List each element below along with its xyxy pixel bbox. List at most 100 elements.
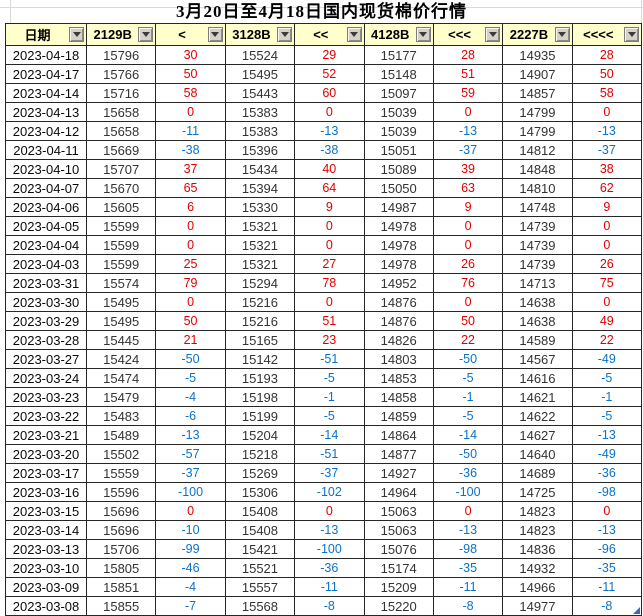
- price-cell[interactable]: 15330: [224, 197, 296, 217]
- price-cell[interactable]: 15670: [85, 178, 157, 198]
- change-cell[interactable]: 0: [432, 102, 504, 122]
- change-cell[interactable]: 60: [294, 83, 365, 103]
- price-cell[interactable]: 15495: [224, 64, 296, 84]
- price-cell[interactable]: 15076: [363, 539, 434, 559]
- change-cell[interactable]: -13: [571, 425, 643, 445]
- change-cell[interactable]: -5: [571, 368, 643, 388]
- change-cell[interactable]: -50: [432, 349, 504, 369]
- price-cell[interactable]: 15269: [224, 463, 296, 483]
- change-cell[interactable]: 9: [432, 197, 504, 217]
- change-cell[interactable]: -100: [294, 539, 365, 559]
- change-cell[interactable]: 0: [155, 216, 226, 236]
- change-cell[interactable]: 30: [155, 45, 226, 65]
- change-cell[interactable]: -50: [432, 444, 504, 464]
- price-cell[interactable]: 14876: [363, 311, 434, 331]
- change-cell[interactable]: 51: [432, 64, 504, 84]
- filter-dropdown-button-change-4[interactable]: [624, 26, 639, 42]
- price-cell[interactable]: 15599: [85, 216, 157, 236]
- price-cell[interactable]: 14907: [502, 64, 573, 84]
- change-cell[interactable]: -100: [155, 482, 226, 502]
- change-cell[interactable]: 0: [294, 102, 365, 122]
- change-cell[interactable]: 0: [432, 501, 504, 521]
- price-cell[interactable]: 14978: [363, 216, 434, 236]
- change-cell[interactable]: -57: [155, 444, 226, 464]
- change-cell[interactable]: -4: [155, 577, 226, 597]
- column-header-change-3[interactable]: <<<: [432, 23, 504, 46]
- price-cell[interactable]: 15177: [363, 45, 434, 65]
- price-cell[interactable]: 15696: [85, 520, 157, 540]
- price-cell[interactable]: 15165: [224, 330, 296, 350]
- change-cell[interactable]: 27: [294, 254, 365, 274]
- date-cell[interactable]: 2023-03-10: [5, 558, 87, 578]
- change-cell[interactable]: -13: [571, 121, 643, 141]
- change-cell[interactable]: -38: [294, 140, 365, 160]
- price-cell[interactable]: 14848: [502, 159, 573, 179]
- price-cell[interactable]: 14567: [502, 349, 573, 369]
- price-cell[interactable]: 14978: [363, 254, 434, 274]
- change-cell[interactable]: 0: [432, 216, 504, 236]
- date-cell[interactable]: 2023-03-30: [5, 292, 87, 312]
- change-cell[interactable]: 0: [571, 292, 643, 312]
- price-cell[interactable]: 15658: [85, 121, 157, 141]
- price-cell[interactable]: 15039: [363, 121, 434, 141]
- date-cell[interactable]: 2023-03-16: [5, 482, 87, 502]
- change-cell[interactable]: 0: [432, 235, 504, 255]
- change-cell[interactable]: -1: [571, 387, 643, 407]
- price-cell[interactable]: 15851: [85, 577, 157, 597]
- price-cell[interactable]: 14858: [363, 387, 434, 407]
- change-cell[interactable]: -38: [155, 140, 226, 160]
- change-cell[interactable]: 0: [155, 102, 226, 122]
- column-header-change-2[interactable]: <<: [294, 23, 365, 46]
- change-cell[interactable]: -35: [432, 558, 504, 578]
- change-cell[interactable]: -8: [571, 596, 643, 616]
- date-cell[interactable]: 2023-03-15: [5, 501, 87, 521]
- change-cell[interactable]: 50: [432, 311, 504, 331]
- date-cell[interactable]: 2023-04-05: [5, 216, 87, 236]
- change-cell[interactable]: -50: [155, 349, 226, 369]
- price-cell[interactable]: 14799: [502, 102, 573, 122]
- change-cell[interactable]: -49: [571, 444, 643, 464]
- price-cell[interactable]: 14638: [502, 292, 573, 312]
- change-cell[interactable]: -13: [432, 520, 504, 540]
- filter-dropdown-button-change-3[interactable]: [485, 26, 501, 42]
- change-cell[interactable]: -8: [432, 596, 504, 616]
- date-cell[interactable]: 2023-03-08: [5, 596, 87, 616]
- date-cell[interactable]: 2023-03-27: [5, 349, 87, 369]
- date-cell[interactable]: 2023-03-21: [5, 425, 87, 445]
- price-cell[interactable]: 15148: [363, 64, 434, 84]
- change-cell[interactable]: -1: [432, 387, 504, 407]
- change-cell[interactable]: 0: [294, 501, 365, 521]
- price-cell[interactable]: 15383: [224, 102, 296, 122]
- change-cell[interactable]: 0: [294, 216, 365, 236]
- price-cell[interactable]: 15434: [224, 159, 296, 179]
- change-cell[interactable]: 28: [571, 45, 643, 65]
- price-cell[interactable]: 15193: [224, 368, 296, 388]
- change-cell[interactable]: -37: [571, 140, 643, 160]
- price-cell[interactable]: 14876: [363, 292, 434, 312]
- date-cell[interactable]: 2023-03-23: [5, 387, 87, 407]
- change-cell[interactable]: -37: [155, 463, 226, 483]
- change-cell[interactable]: -14: [432, 425, 504, 445]
- price-cell[interactable]: 15502: [85, 444, 157, 464]
- price-cell[interactable]: 15716: [85, 83, 157, 103]
- change-cell[interactable]: 0: [294, 235, 365, 255]
- price-cell[interactable]: 14823: [502, 520, 573, 540]
- change-cell[interactable]: 26: [571, 254, 643, 274]
- change-cell[interactable]: 29: [294, 45, 365, 65]
- price-cell[interactable]: 15220: [363, 596, 434, 616]
- price-cell[interactable]: 15039: [363, 102, 434, 122]
- price-cell[interactable]: 14857: [502, 83, 573, 103]
- price-cell[interactable]: 14799: [502, 121, 573, 141]
- price-cell[interactable]: 15599: [85, 235, 157, 255]
- price-cell[interactable]: 15524: [224, 45, 296, 65]
- column-header-change-4[interactable]: <<<<: [571, 23, 643, 46]
- price-cell[interactable]: 14859: [363, 406, 434, 426]
- change-cell[interactable]: 37: [155, 159, 226, 179]
- change-cell[interactable]: 0: [571, 501, 643, 521]
- change-cell[interactable]: -100: [432, 482, 504, 502]
- date-cell[interactable]: 2023-04-17: [5, 64, 87, 84]
- change-cell[interactable]: -98: [432, 539, 504, 559]
- filter-dropdown-button-change-2[interactable]: [346, 26, 362, 42]
- change-cell[interactable]: -46: [155, 558, 226, 578]
- change-cell[interactable]: 63: [432, 178, 504, 198]
